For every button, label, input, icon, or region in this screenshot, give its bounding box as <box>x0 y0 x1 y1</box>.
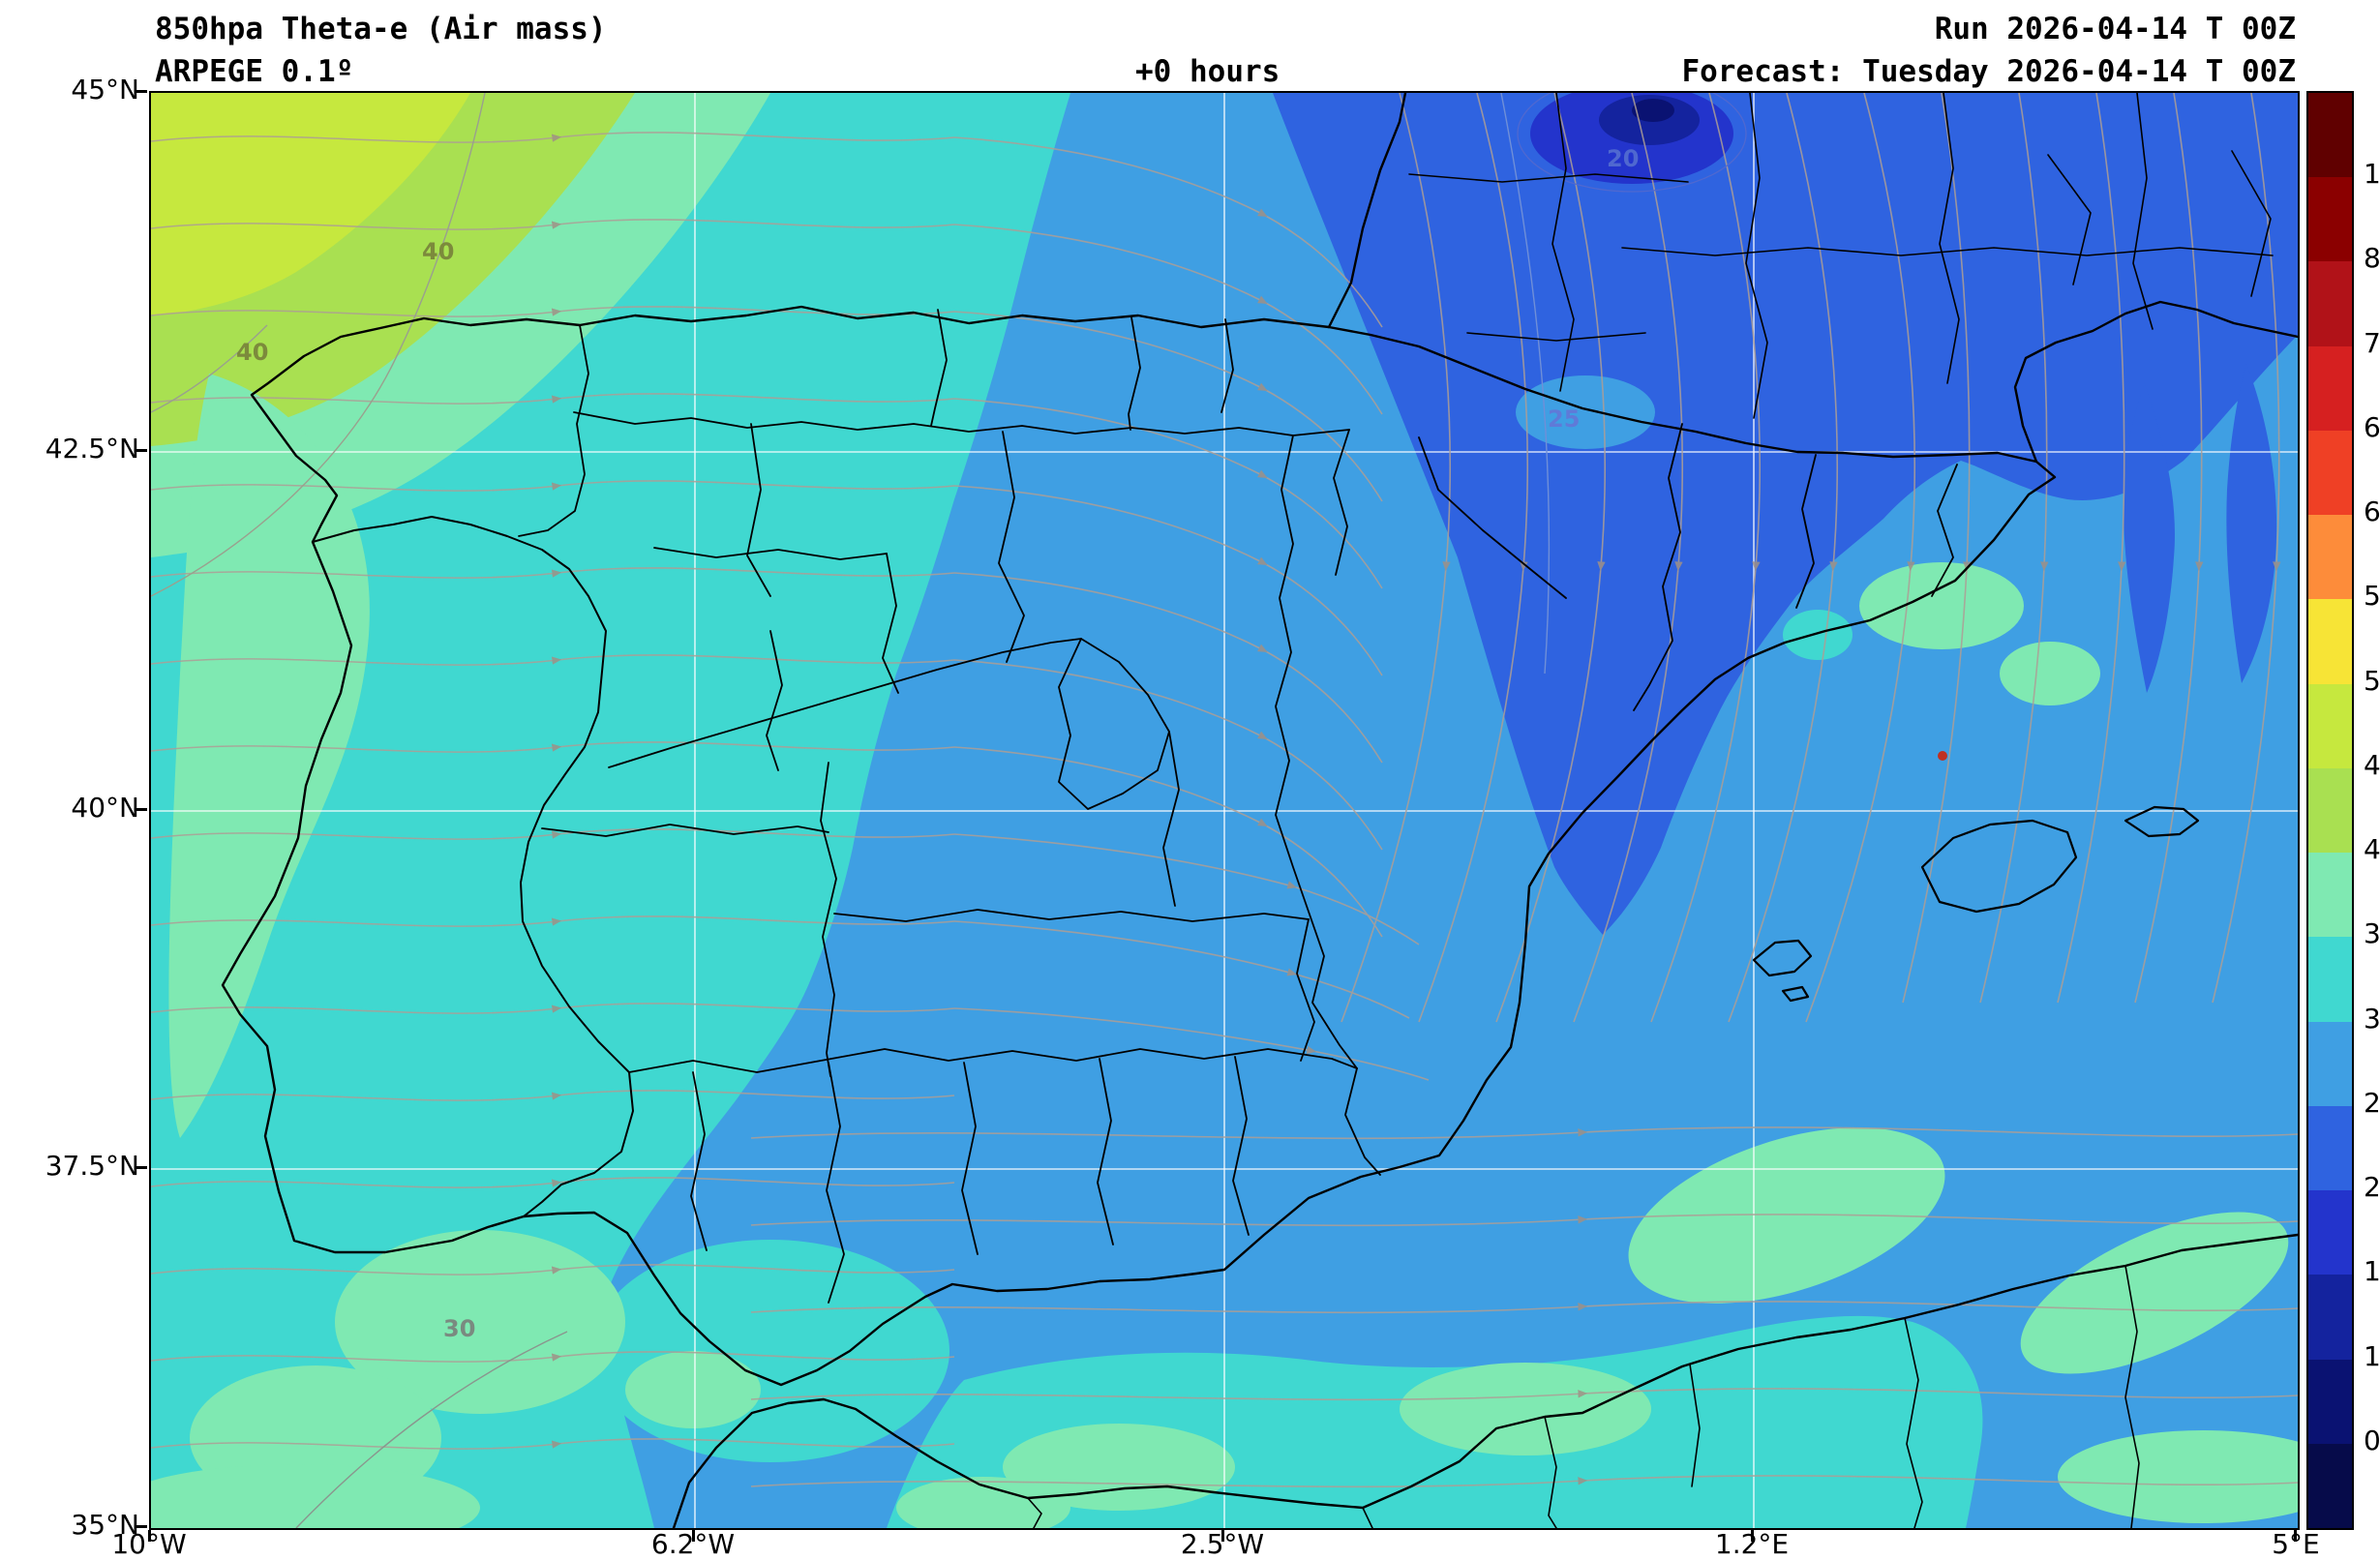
colorbar-tick-label: 10 <box>2364 1339 2380 1372</box>
colorbar-tick-label: 40 <box>2364 833 2380 866</box>
africa-boundaries <box>1027 1265 2140 1528</box>
colorbar-tick-label: 25 <box>2364 1086 2380 1119</box>
page-title: 850hpa Theta-e (Air mass) <box>155 12 607 46</box>
axis-tick <box>148 1530 151 1542</box>
colorbar-segment <box>2308 1359 2352 1444</box>
contour-label-25: 25 <box>1548 405 1580 433</box>
contour-label-30: 30 <box>443 1315 475 1342</box>
colorbar-segment <box>2308 937 2352 1022</box>
contour-label-40: 40 <box>422 238 454 265</box>
colorbar-tick-label: 100 <box>2364 158 2380 191</box>
contour-label-20: 20 <box>1607 145 1639 172</box>
colorbar-segment <box>2308 515 2352 600</box>
colorbar-segment <box>2308 430 2352 516</box>
axis-tick <box>136 90 147 93</box>
colorbar-segment <box>2308 345 2352 431</box>
axis-tick <box>1751 1530 1754 1542</box>
lat-label-37-5: 37.5°N <box>45 1150 139 1182</box>
colorbar-segment <box>2308 1443 2352 1528</box>
map-plot-area: 40 40 30 25 20 <box>149 91 2300 1530</box>
colorbar-tick-label: 35 <box>2364 917 2380 950</box>
colorbar-tick-label: 45 <box>2364 748 2380 781</box>
contour-labels-layer: 40 40 30 25 20 <box>236 145 1639 1342</box>
colorbar-tick-label: 50 <box>2364 664 2380 697</box>
contour-lines-layer <box>151 93 1747 1528</box>
colorbar-tick-label: 55 <box>2364 580 2380 613</box>
forecast-label: Forecast: Tuesday 2026-04-14 T 00Z <box>1681 54 2296 89</box>
axis-tick <box>136 1525 147 1528</box>
run-label: Run 2026-04-14 T 00Z <box>1934 12 2296 46</box>
colorbar-segment <box>2308 683 2352 768</box>
colorbar-segment <box>2308 599 2352 684</box>
map-canvas: 40 40 30 25 20 <box>151 93 2298 1528</box>
france-boundaries <box>1408 93 2274 419</box>
colorbar-segment <box>2308 261 2352 346</box>
colorbar-tick-label: 0 <box>2364 1424 2380 1456</box>
colorbar-tick-label: 60 <box>2364 495 2380 528</box>
axis-tick <box>136 449 147 452</box>
colorbar-segment <box>2308 93 2352 178</box>
colorbar-tick-label: 20 <box>2364 1171 2380 1204</box>
colorbar-segment <box>2308 1021 2352 1106</box>
model-label: ARPEGE 0.1º <box>155 54 354 89</box>
colorbar <box>2306 91 2354 1530</box>
colorbar-tick-label: 70 <box>2364 326 2380 359</box>
lat-label-40: 40°N <box>71 792 139 824</box>
axis-tick <box>136 1166 147 1169</box>
colorbar-segment <box>2308 1275 2352 1360</box>
contour-label-40b: 40 <box>236 339 268 366</box>
colorbar-segment <box>2308 177 2352 262</box>
streamlines-layer <box>151 93 2298 1488</box>
balearic-islands <box>1752 805 2200 1003</box>
axis-tick <box>692 1530 695 1542</box>
colorbar-tick-label: 30 <box>2364 1002 2380 1035</box>
coastline-borders-layer <box>221 93 2298 1528</box>
axis-tick <box>2294 1530 2297 1542</box>
axis-tick <box>1221 1530 1224 1542</box>
colorbar-tick-label: 65 <box>2364 410 2380 443</box>
province-boundaries <box>518 309 1958 1304</box>
colorbar-segment <box>2308 853 2352 938</box>
lat-label-35: 35°N <box>71 1509 139 1541</box>
lat-label-45: 45°N <box>71 74 139 105</box>
colorbar-segment <box>2308 1190 2352 1275</box>
grid-lines <box>151 93 2298 1528</box>
colorbar-tick-label: 15 <box>2364 1255 2380 1288</box>
lead-time-label: +0 hours <box>1135 54 1280 89</box>
colorbar-tick-label: 80 <box>2364 242 2380 275</box>
point-marker <box>1938 751 1947 761</box>
axis-tick <box>136 808 147 811</box>
colorbar-segment <box>2308 1105 2352 1191</box>
colorbar-segment <box>2308 767 2352 854</box>
lat-label-42-5: 42.5°N <box>45 433 139 465</box>
